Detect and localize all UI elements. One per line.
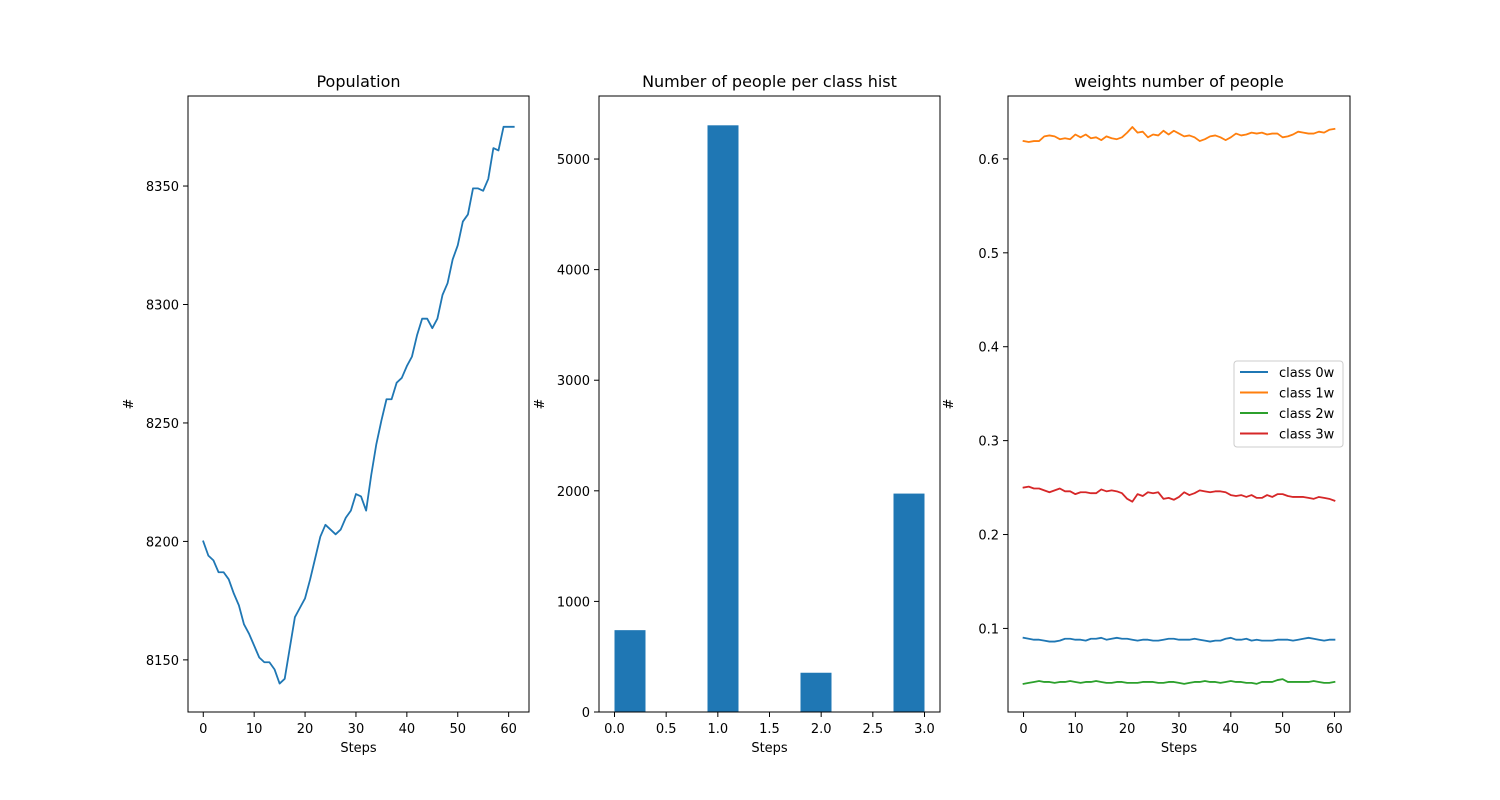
chart-title: Number of people per class hist bbox=[642, 72, 897, 91]
x-tick-label: 1.0 bbox=[707, 722, 728, 737]
x-tick-label: 60 bbox=[1326, 722, 1343, 737]
series-line-class-2w bbox=[1022, 678, 1336, 685]
y-tick-label: 0.1 bbox=[978, 622, 999, 637]
x-tick-label: 2.5 bbox=[862, 722, 883, 737]
legend-label: class 3w bbox=[1279, 428, 1335, 443]
y-tick-label: 0.2 bbox=[978, 529, 999, 544]
y-tick-label: 8350 bbox=[146, 180, 179, 195]
legend-label: class 1w bbox=[1279, 387, 1335, 402]
y-tick-label: 8200 bbox=[146, 535, 179, 550]
y-axis-label: # bbox=[122, 399, 137, 410]
series-line-class-3w bbox=[1022, 485, 1336, 503]
x-tick-label: 0 bbox=[1019, 722, 1027, 737]
x-tick-label: 30 bbox=[348, 722, 365, 737]
y-tick-label: 0.6 bbox=[978, 153, 999, 168]
hist-bar-2 bbox=[800, 672, 832, 712]
x-tick-label: 40 bbox=[399, 722, 416, 737]
x-tick-label: 50 bbox=[449, 722, 466, 737]
y-tick-label: 0 bbox=[582, 706, 590, 721]
y-tick-label: 4000 bbox=[557, 264, 590, 279]
hist-bar-0 bbox=[614, 630, 646, 712]
legend-label: class 2w bbox=[1279, 407, 1335, 422]
y-axis-label: # bbox=[942, 399, 957, 410]
y-tick-label: 2000 bbox=[557, 485, 590, 500]
subplot-2: 0.0 0.5 1.0 1.5 2.0 2.5 3.0 0 1000 2000 3000 4000 50… bbox=[533, 72, 941, 756]
x-tick-label: 0.0 bbox=[604, 722, 625, 737]
y-tick-label: 8150 bbox=[146, 654, 179, 669]
x-axis-label: Steps bbox=[340, 741, 377, 756]
x-tick-label: 20 bbox=[1119, 722, 1136, 737]
y-tick-label: 0.4 bbox=[978, 341, 999, 356]
x-tick-label: 1.5 bbox=[759, 722, 780, 737]
x-tick-label: 3.0 bbox=[914, 722, 935, 737]
subplot-1: 0 10 20 30 40 50 60 8150 8200 8250 8300 8350 Populat… bbox=[122, 72, 530, 756]
series-line-class-0w bbox=[1022, 636, 1336, 643]
legend: class 0w class 1w class 2w class 3w bbox=[1233, 360, 1344, 448]
x-tick-label: 50 bbox=[1274, 722, 1291, 737]
x-tick-label: 20 bbox=[297, 722, 314, 737]
x-tick-label: 2.0 bbox=[811, 722, 832, 737]
hist-bar-3 bbox=[893, 493, 925, 712]
x-tick-label: 10 bbox=[246, 722, 263, 737]
x-tick-label: 0.5 bbox=[656, 722, 677, 737]
hist-bar-1 bbox=[707, 125, 739, 712]
y-tick-label: 8300 bbox=[146, 298, 179, 313]
x-tick-label: 40 bbox=[1223, 722, 1240, 737]
chart-title: Population bbox=[316, 72, 400, 91]
x-tick-label: 30 bbox=[1171, 722, 1188, 737]
y-tick-label: 0.3 bbox=[978, 435, 999, 450]
x-axis-label: Steps bbox=[751, 741, 788, 756]
y-tick-label: 0.5 bbox=[978, 247, 999, 262]
x-tick-label: 60 bbox=[500, 722, 517, 737]
subplot-3: 0 10 20 30 40 50 60 0.1 0.2 0.3 0.4 0.5 0.6 weights n… bbox=[942, 72, 1351, 756]
y-tick-label: 1000 bbox=[557, 595, 590, 610]
x-axis-label: Steps bbox=[1161, 741, 1198, 756]
legend-box bbox=[1233, 360, 1344, 448]
series-line-class-1w bbox=[1022, 126, 1336, 143]
series-line-population bbox=[202, 125, 515, 685]
y-tick-label: 3000 bbox=[557, 374, 590, 389]
x-tick-label: 0 bbox=[199, 722, 207, 737]
x-tick-label: 10 bbox=[1067, 722, 1084, 737]
y-axis-label: # bbox=[533, 399, 548, 410]
chart-title: weights number of people bbox=[1074, 72, 1284, 91]
y-tick-label: 8250 bbox=[146, 417, 179, 432]
axes-frame bbox=[187, 95, 530, 713]
y-tick-label: 5000 bbox=[557, 153, 590, 168]
legend-label: class 0w bbox=[1279, 366, 1335, 381]
